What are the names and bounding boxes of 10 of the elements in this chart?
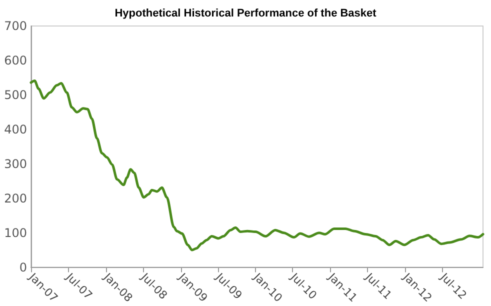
y-tick-label: 300 <box>4 156 27 171</box>
y-tick-label: 100 <box>4 226 27 240</box>
y-tick-label: 0 <box>19 260 27 274</box>
y-tick-label: 200 <box>4 191 27 206</box>
line-series <box>30 80 484 252</box>
chart-title: Hypothetical Historical Performance of the Basket <box>114 8 377 20</box>
y-tick-label: 500 <box>4 88 27 102</box>
y-tick-label: 600 <box>4 53 27 68</box>
y-tick-label: 700 <box>4 19 27 33</box>
y-tick-label: 400 <box>4 122 27 136</box>
